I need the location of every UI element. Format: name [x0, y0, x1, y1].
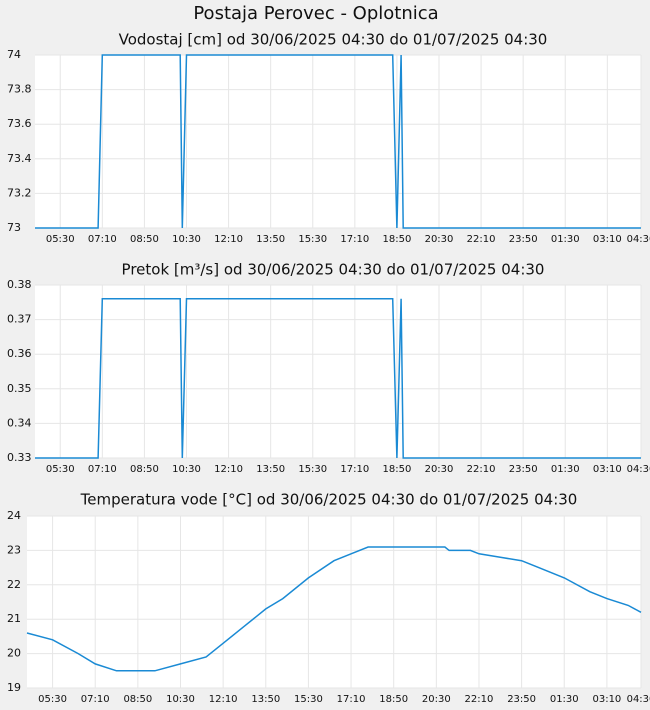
x-tick-label: 17:10 [337, 694, 366, 705]
x-tick-label: 01:30 [550, 694, 579, 705]
x-tick-label: 13:50 [256, 234, 285, 245]
plot-area [35, 285, 641, 458]
x-tick-label: 08:50 [130, 464, 159, 475]
x-tick-label: 03:10 [592, 694, 621, 705]
plot-area [35, 55, 641, 228]
y-tick-label: 20 [7, 647, 21, 660]
y-tick-label: 73.2 [7, 186, 32, 199]
plot-area [27, 516, 641, 688]
chart-title: Pretok [m³/s] od 30/06/2025 04:30 do 01/… [122, 261, 545, 279]
x-tick-label: 18:50 [383, 234, 412, 245]
x-tick-label: 13:50 [251, 694, 280, 705]
x-tick-label: 10:30 [166, 694, 195, 705]
x-tick-label: 12:10 [209, 694, 238, 705]
x-tick-label: 23:50 [509, 234, 538, 245]
x-tick-label: 22:10 [467, 464, 496, 475]
x-tick-label: 08:50 [130, 234, 159, 245]
x-tick-label: 23:50 [509, 464, 538, 475]
chart-title: Temperatura vode [°C] od 30/06/2025 04:3… [80, 491, 578, 509]
x-tick-label: 04:30 [627, 464, 650, 475]
x-tick-label: 20:30 [425, 234, 454, 245]
x-tick-label: 03:10 [593, 464, 622, 475]
y-tick-label: 24 [7, 509, 21, 522]
y-tick-label: 0.34 [7, 416, 32, 429]
y-tick-label: 19 [7, 681, 21, 694]
x-tick-label: 05:30 [46, 464, 75, 475]
x-tick-label: 05:30 [38, 694, 67, 705]
data-line [26, 546, 642, 672]
x-tick-label: 04:30 [627, 694, 650, 705]
x-tick-label: 07:10 [88, 464, 117, 475]
x-tick-label: 17:10 [340, 234, 369, 245]
x-tick-label: 05:30 [46, 234, 75, 245]
y-tick-label: 23 [7, 543, 21, 556]
x-tick-label: 20:30 [422, 694, 451, 705]
x-tick-label: 01:30 [551, 464, 580, 475]
y-tick-label: 0.38 [7, 278, 32, 291]
y-tick-label: 0.35 [7, 382, 32, 395]
x-tick-label: 22:10 [467, 234, 496, 245]
data-line [35, 298, 641, 459]
x-tick-label: 07:10 [81, 694, 110, 705]
y-tick-label: 73.6 [7, 117, 32, 130]
y-tick-label: 74 [7, 48, 21, 61]
data-line [35, 54, 641, 229]
x-tick-label: 20:30 [425, 464, 454, 475]
chart-title: Vodostaj [cm] od 30/06/2025 04:30 do 01/… [119, 31, 548, 49]
y-tick-label: 0.36 [7, 347, 32, 360]
x-tick-label: 10:30 [172, 464, 201, 475]
x-tick-label: 17:10 [340, 464, 369, 475]
x-tick-label: 15:30 [298, 234, 327, 245]
x-tick-label: 12:10 [214, 234, 243, 245]
y-tick-label: 22 [7, 578, 21, 591]
x-tick-label: 12:10 [214, 464, 243, 475]
y-tick-label: 73.4 [7, 152, 32, 165]
x-tick-label: 23:50 [507, 694, 536, 705]
x-tick-label: 15:30 [294, 694, 323, 705]
x-tick-label: 15:30 [298, 464, 327, 475]
x-tick-label: 10:30 [172, 234, 201, 245]
y-tick-label: 21 [7, 612, 21, 625]
y-tick-label: 0.33 [7, 451, 32, 464]
x-tick-label: 13:50 [256, 464, 285, 475]
x-tick-label: 18:50 [379, 694, 408, 705]
x-tick-label: 04:30 [627, 234, 650, 245]
x-tick-label: 22:10 [465, 694, 494, 705]
y-tick-label: 0.37 [7, 313, 32, 326]
x-tick-label: 01:30 [551, 234, 580, 245]
y-tick-label: 73.8 [7, 83, 32, 96]
x-tick-label: 03:10 [593, 234, 622, 245]
x-tick-label: 18:50 [383, 464, 412, 475]
x-tick-label: 08:50 [123, 694, 152, 705]
y-tick-label: 73 [7, 221, 21, 234]
x-tick-label: 07:10 [88, 234, 117, 245]
page-title: Postaja Perovec - Oplotnica [193, 3, 438, 24]
